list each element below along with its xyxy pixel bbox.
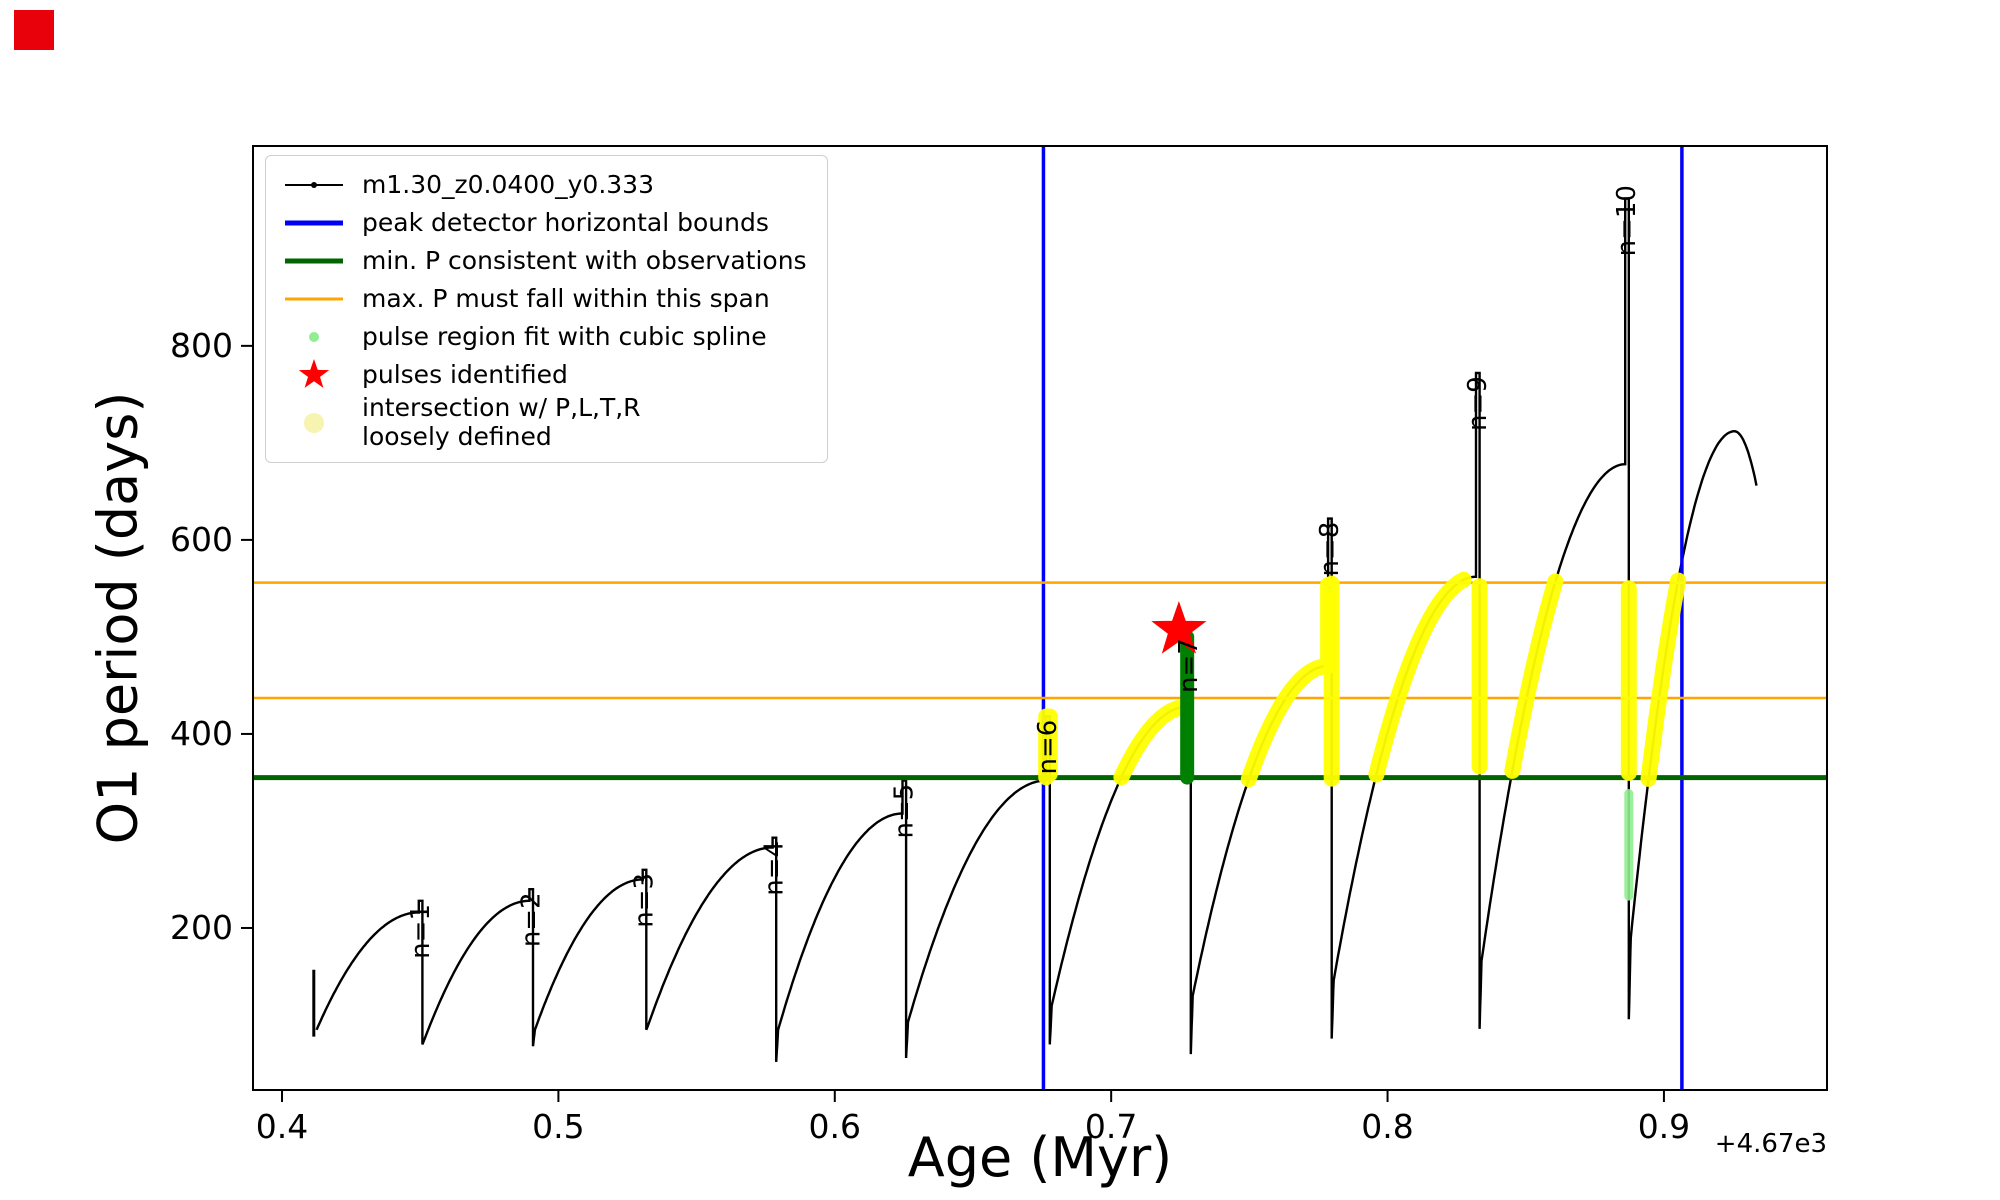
- legend-entry-intersection: intersection w/ P,L,T,R loosely defined: [278, 393, 807, 452]
- legend-entry-min-p: min. P consistent with observations: [278, 242, 807, 280]
- y-tick-label: 200: [170, 908, 233, 947]
- orange-line-marker: [278, 286, 350, 312]
- peak-label: n=1: [406, 904, 436, 959]
- legend-label: min. P consistent with observations: [362, 245, 807, 275]
- intersection-overlay: [1240, 576, 1337, 788]
- blue-line-marker: [278, 210, 350, 236]
- peak-label: n=5: [889, 784, 919, 839]
- red-corner-marker: [14, 10, 54, 50]
- x-tick-label: 0.7: [1085, 1107, 1137, 1146]
- x-tick-label: 0.6: [809, 1107, 861, 1146]
- y-tick-label: 400: [170, 714, 233, 753]
- y-tick-label: 800: [170, 326, 233, 365]
- red-star-marker: [278, 357, 350, 393]
- x-tick-label: 0.4: [256, 1107, 308, 1146]
- peak-label: n=8: [1315, 522, 1345, 577]
- intersection-overlay: [1640, 572, 1687, 787]
- peak-label: n=9: [1463, 376, 1493, 431]
- x-tick-label: 0.5: [532, 1107, 584, 1146]
- peak-label: n=2: [516, 892, 546, 947]
- legend-entry-peak-bounds: peak detector horizontal bounds: [278, 204, 807, 242]
- y-tick-label: 600: [170, 520, 233, 559]
- period-curve: [315, 197, 1758, 1062]
- intersection-overlay: [1038, 708, 1058, 786]
- series-line-marker: [278, 172, 350, 198]
- intersection-overlay: [1504, 573, 1564, 779]
- legend-entry-spline-fit: pulse region fit with cubic spline: [278, 318, 807, 356]
- peak-label: n=4: [760, 841, 790, 896]
- legend-label: m1.30_z0.0400_y0.333: [362, 169, 654, 199]
- axes-frame: [252, 145, 1828, 1091]
- lightgreen-dot-marker: [278, 324, 350, 350]
- peak-label: n=6: [1033, 720, 1063, 775]
- axis-offset-label: +4.67e3: [1715, 1129, 1827, 1159]
- intersection-overlay: [1113, 699, 1188, 786]
- peak-label: n=3: [630, 873, 660, 928]
- legend-entry-pulses: pulses identified: [278, 356, 807, 394]
- legend-label: pulses identified: [362, 359, 568, 389]
- legend: m1.30_z0.0400_y0.333 peak detector horiz…: [265, 155, 828, 463]
- peak-label: n=7: [1174, 638, 1204, 693]
- intersection-overlay: [1368, 571, 1472, 783]
- legend-label: pulse region fit with cubic spline: [362, 321, 767, 351]
- legend-label: peak detector horizontal bounds: [362, 207, 769, 237]
- legend-entry-series: m1.30_z0.0400_y0.333: [278, 166, 807, 204]
- legend-label: intersection w/ P,L,T,R loosely defined: [362, 393, 641, 451]
- khaki-dot-marker: [278, 408, 350, 438]
- legend-entry-max-p: max. P must fall within this span: [278, 280, 807, 318]
- x-tick-label: 0.9: [1638, 1107, 1690, 1146]
- y-axis-label: O1 period (days): [86, 391, 150, 845]
- x-tick-label: 0.8: [1361, 1107, 1413, 1146]
- peak-label: n=10: [1612, 185, 1642, 256]
- x-axis-label: Age (Myr): [907, 1126, 1173, 1189]
- green-line-marker: [278, 248, 350, 274]
- pulse-star: [1151, 601, 1207, 654]
- legend-label: max. P must fall within this span: [362, 283, 770, 313]
